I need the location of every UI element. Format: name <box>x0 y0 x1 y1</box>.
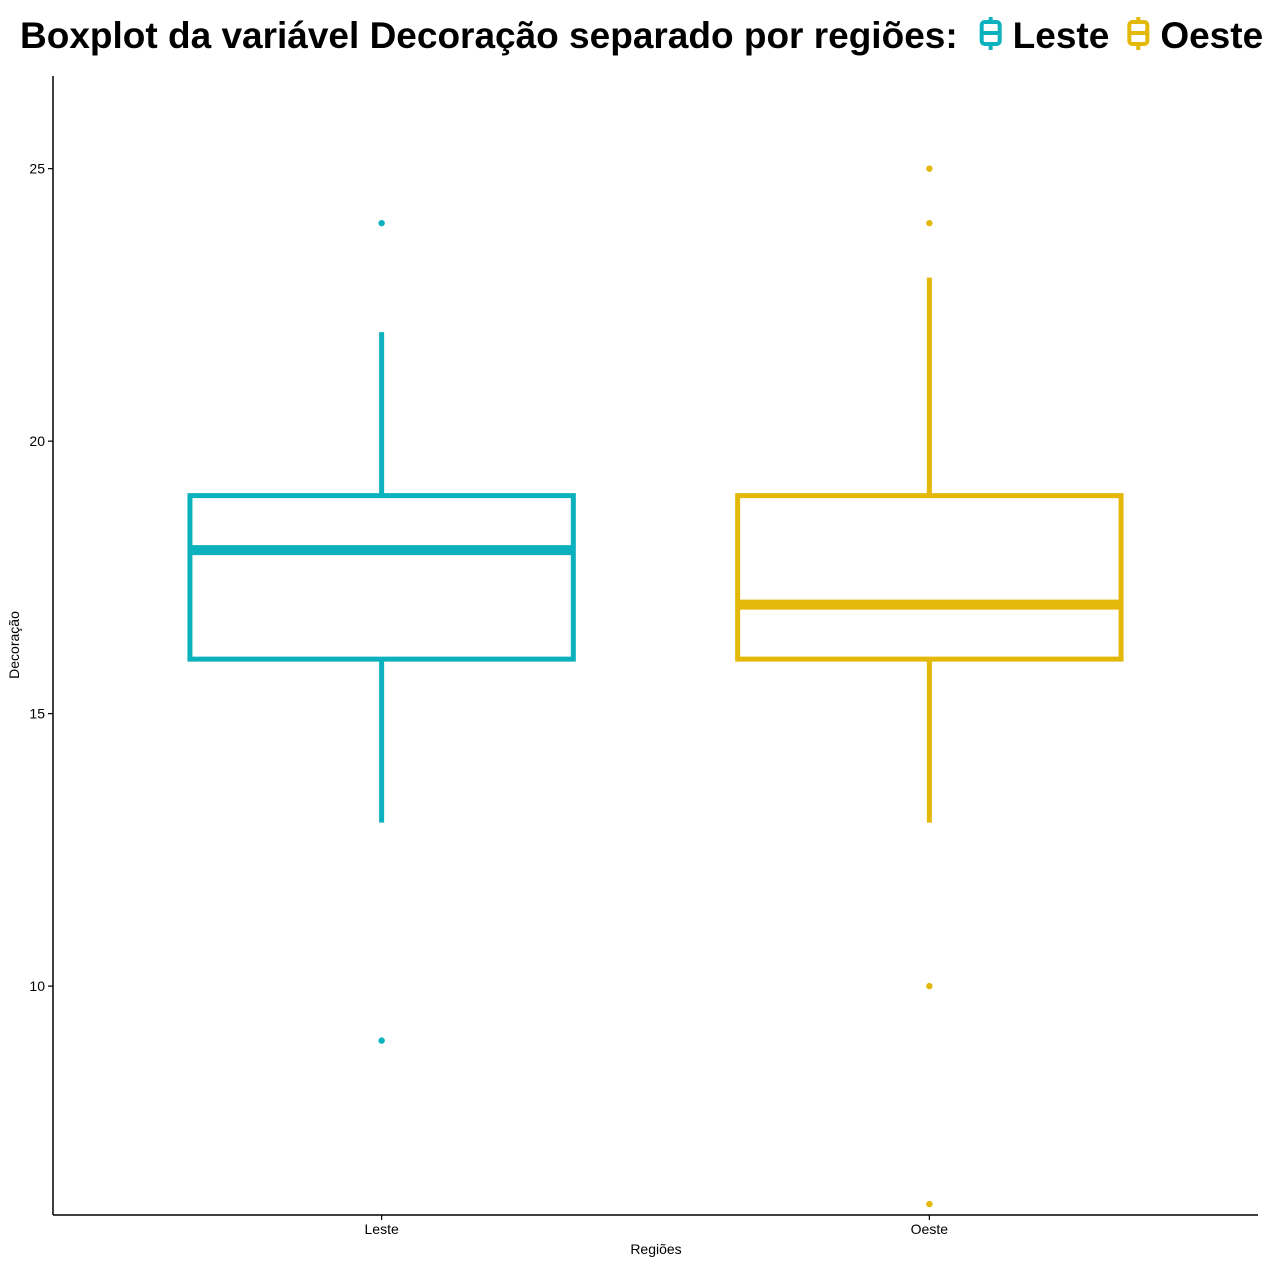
legend-label-oeste: Oeste <box>1160 15 1263 56</box>
x-ticks: Leste Oeste <box>365 1215 949 1237</box>
chart-title: Boxplot da variável Decoração separado p… <box>20 15 958 56</box>
box-oeste <box>735 165 1124 1208</box>
y-tick-label: 15 <box>29 706 45 722</box>
box-iqr <box>735 493 1124 662</box>
legend: Leste Oeste <box>979 15 1263 56</box>
x-axis-label: Regiões <box>630 1241 681 1257</box>
title-legend-row: Boxplot da variável Decoração separado p… <box>20 15 1263 56</box>
legend-key-leste <box>979 17 1002 50</box>
outlier-point <box>926 219 933 227</box>
legend-label-leste: Leste <box>1013 15 1110 56</box>
outlier-point <box>926 165 933 172</box>
axes: 10 15 20 25 Leste Oeste Regiões Decoração <box>6 76 1258 1257</box>
outlier-point <box>926 1200 933 1208</box>
x-tick-label: Leste <box>365 1221 399 1237</box>
box-iqr <box>187 493 576 662</box>
legend-key-oeste <box>1127 17 1150 50</box>
boxes <box>187 165 1124 1208</box>
outlier-point <box>378 1037 385 1044</box>
y-axis-label: Decoração <box>6 611 22 679</box>
box-leste <box>187 219 576 1044</box>
outlier-point <box>378 219 385 227</box>
y-tick-label: 20 <box>29 433 45 449</box>
outlier-point <box>926 982 933 990</box>
y-ticks: 10 15 20 25 <box>29 161 53 994</box>
y-tick-label: 25 <box>29 161 45 177</box>
x-tick-label: Oeste <box>911 1221 949 1237</box>
y-tick-label: 10 <box>29 978 45 994</box>
